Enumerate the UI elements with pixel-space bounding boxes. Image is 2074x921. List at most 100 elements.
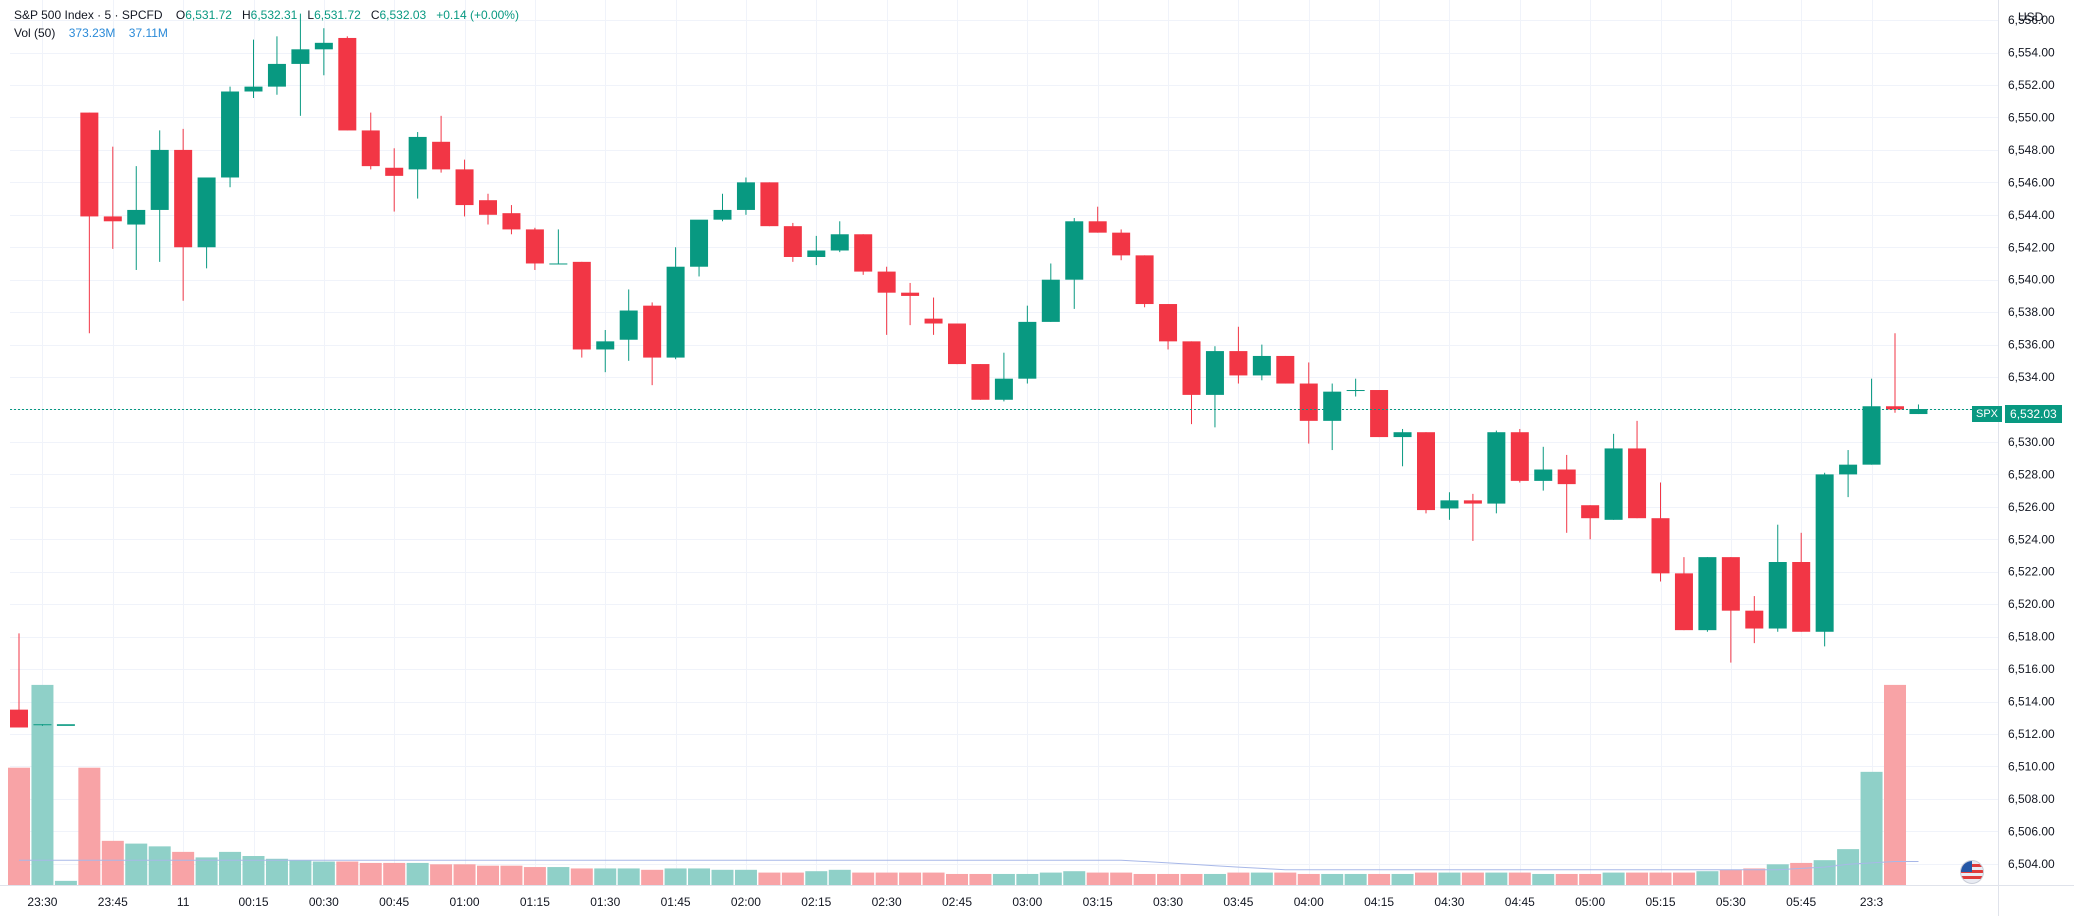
price-tick-label: 6,540.00 (2008, 273, 2055, 287)
volume-bar (1203, 873, 1226, 885)
candle (1252, 344, 1271, 381)
volume-bar (1086, 872, 1109, 885)
volume-bar (336, 861, 359, 885)
price-tick-label: 6,530.00 (2008, 435, 2055, 449)
volume-bar (1110, 872, 1133, 885)
volume-label[interactable]: Vol (50) (14, 26, 56, 40)
time-tick-label: 03:30 (1153, 895, 1183, 909)
candle (1065, 218, 1084, 309)
volume-bar (1884, 684, 1906, 885)
candle (1088, 206, 1107, 233)
candle-body (666, 266, 685, 358)
candle-body (549, 263, 568, 265)
price-tick-label: 6,504.00 (2008, 857, 2055, 871)
candle (1862, 378, 1881, 465)
price-tick-label: 6,506.00 (2008, 824, 2055, 838)
volume-bar (946, 873, 968, 885)
volume-bar (148, 846, 171, 885)
candle-body (877, 271, 896, 293)
price-tick-label: 6,552.00 (2008, 78, 2055, 92)
candle (1182, 341, 1201, 425)
candle-body (1815, 474, 1834, 632)
us-flag-icon[interactable] (1960, 860, 1984, 884)
candle-body (1487, 432, 1506, 504)
volume-bar (1696, 871, 1719, 885)
candle-body (385, 167, 404, 176)
candle-body (1839, 464, 1858, 475)
candle (1159, 304, 1178, 350)
candle-body (1323, 391, 1342, 421)
candle-body (432, 141, 451, 170)
candle-body (1159, 304, 1178, 342)
candle (690, 219, 709, 277)
candle (1815, 472, 1834, 647)
time-tick-label: 01:45 (661, 895, 691, 909)
volume-bar (828, 869, 851, 885)
price-axis[interactable]: 6,504.00 6,506.00 6,508.00 6,510.00 6,512.00… (2008, 13, 2055, 871)
price-tick-label: 6,520.00 (2008, 597, 2055, 611)
price-tick-label: 6,556.00 (2008, 13, 2055, 27)
candle (643, 302, 662, 386)
candle-body (1205, 351, 1224, 395)
candle-body (455, 169, 474, 206)
candle (994, 352, 1013, 402)
candle-body (150, 149, 169, 210)
time-tick-label: 05:45 (1786, 895, 1816, 909)
candle-body (1346, 390, 1365, 392)
candle (572, 261, 591, 358)
candle (502, 205, 521, 235)
volume-bar (1649, 872, 1672, 885)
candle (432, 115, 451, 173)
candle-body (1417, 432, 1435, 511)
volume-bar (1133, 873, 1156, 885)
candle-body (197, 177, 216, 248)
candle-body (1440, 500, 1459, 509)
candle-body (1698, 557, 1717, 631)
volume-bar (1485, 872, 1508, 885)
candle (1135, 255, 1154, 308)
volume-bar (1297, 873, 1320, 885)
candle (1674, 557, 1693, 631)
series-legend: S&P 500 Index · 5 · SPCFD O6,531.72 H6,5… (14, 6, 519, 42)
candle-body (1229, 351, 1248, 376)
volume-ma-line (19, 859, 1919, 871)
candle-body (901, 292, 920, 296)
price-tick-label: 6,514.00 (2008, 695, 2055, 709)
volume-bar (1860, 771, 1883, 885)
candle (1651, 482, 1670, 582)
price-tick-label: 6,542.00 (2008, 240, 2055, 254)
change-value: +0.14 (+0.00%) (436, 8, 519, 22)
candle (1510, 428, 1529, 483)
time-axis[interactable]: 23:30 23:45 11 00:15 00:30 00:45 01:00 01:15 01:… (27, 895, 1883, 909)
candle-body (1721, 557, 1740, 611)
candle (1745, 596, 1764, 644)
candle (854, 234, 873, 275)
time-tick-label: 11 (177, 895, 190, 909)
candle (1112, 229, 1131, 261)
candle-body (854, 234, 873, 272)
volume-bar (289, 860, 312, 885)
volume-bar (219, 851, 242, 885)
candle (1534, 446, 1553, 491)
candles (10, 13, 1928, 728)
candle (1698, 557, 1717, 632)
volume-bar (500, 865, 523, 885)
volume-bar (547, 867, 570, 885)
candle (80, 112, 99, 334)
candle-body (291, 49, 310, 64)
candle (1417, 432, 1435, 514)
volume-bar (195, 857, 218, 885)
candle-body (948, 323, 966, 365)
candle-body (1651, 518, 1670, 574)
symbol-title[interactable]: S&P 500 Index · 5 · SPCFD (14, 8, 163, 22)
volume-bar (899, 872, 922, 885)
price-tick-label: 6,534.00 (2008, 370, 2055, 384)
candle-body (1909, 409, 1928, 415)
currency-button[interactable]: USD (2018, 10, 2044, 24)
volume-bar (664, 868, 687, 885)
volume-bar (1063, 871, 1086, 885)
candle-body (10, 709, 28, 728)
volume-bar (1250, 872, 1273, 885)
